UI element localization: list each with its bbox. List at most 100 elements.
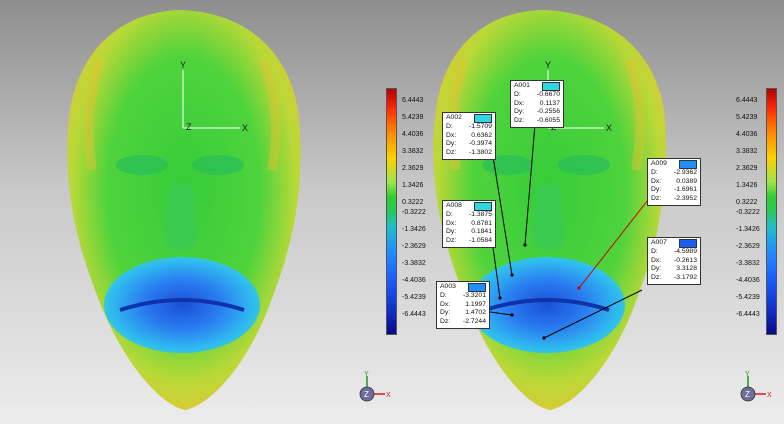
svg-text:X: X: [767, 392, 772, 399]
scale-label: -3.3832: [402, 260, 426, 267]
annotation-id: A003: [440, 283, 456, 291]
color-scale-right-labels: 6.4443 5.4239 4.4036 3.3832 2.3629 1.342…: [736, 88, 766, 333]
scale-label: -0.3222: [736, 209, 760, 216]
deviation-swatch: [679, 239, 697, 248]
scale-label: 5.4239: [736, 114, 758, 121]
annotation-A001[interactable]: A001 D: -0.6670 Dx: 0.1137 Dy: -0.2556 Dz: -…: [510, 80, 564, 129]
annotation-id: A001: [514, 82, 530, 90]
svg-text:Z: Z: [745, 390, 750, 399]
annotation-A002[interactable]: A002 D: -1.5709 Dx: 0.6362 Dy: -0.3974 Dz: -…: [442, 112, 496, 161]
field-value: 3.3128: [676, 265, 697, 273]
scale-label: -6.4443: [736, 311, 760, 318]
scale-label: -1.3426: [402, 226, 426, 233]
field-label: D:: [446, 211, 453, 218]
field-label: Dz:: [651, 273, 662, 281]
axis-x-label: X: [242, 123, 249, 133]
field-value: -2.9362: [673, 169, 697, 176]
orientation-gizmo-right[interactable]: Z Y X: [736, 370, 776, 406]
color-scale-bar: [766, 88, 777, 335]
svg-text:Y: Y: [364, 371, 369, 378]
axis-y-label: Y: [180, 60, 187, 70]
annotation-A008[interactable]: A008 D: -1.3875 Dx: 0.8781 Dy: 0.1841 Dz: -1…: [442, 200, 496, 249]
field-value: -1.3802: [468, 148, 492, 156]
orientation-gizmo-left[interactable]: Z Y X: [355, 370, 395, 406]
scale-label: -1.3426: [736, 226, 760, 233]
scale-label: -0.3222: [402, 209, 426, 216]
field-value: -0.2613: [673, 256, 697, 264]
annotation-A009[interactable]: A009 D: -2.9362 Dx: 0.0389 Dy: -1.6961 Dz: -…: [647, 158, 701, 207]
field-value: -4.5989: [673, 248, 697, 255]
field-value: -0.3974: [468, 140, 492, 148]
field-value: -1.3875: [468, 211, 492, 218]
field-value: -3.1792: [673, 273, 697, 281]
scale-label: -2.3629: [736, 243, 760, 250]
deviation-swatch: [474, 202, 492, 211]
leader-line-A003: [489, 311, 513, 316]
scale-label: 2.3629: [736, 165, 758, 172]
field-label: Dy:: [440, 309, 451, 317]
field-value: 0.1841: [471, 228, 492, 236]
field-value: -1.0584: [468, 236, 492, 244]
field-label: Dx:: [651, 256, 662, 264]
field-value: 0.0389: [676, 177, 697, 185]
field-value: -2.3952: [673, 194, 697, 202]
field-value: 1.1997: [465, 300, 486, 308]
viewport-left[interactable]: Y X Z 6.4443 5.4239 4.4036 3.3832 2.3629…: [0, 0, 426, 424]
field-label: Dz:: [446, 236, 457, 244]
field-label: D:: [651, 248, 658, 255]
field-label: D:: [446, 123, 453, 130]
deviation-swatch: [474, 114, 492, 123]
axis-x-label: X: [606, 123, 613, 133]
face-deviation-map-left: [67, 10, 301, 410]
scale-label: 5.4239: [402, 114, 424, 121]
field-value: 0.1137: [539, 99, 560, 107]
svg-text:Z: Z: [364, 390, 369, 399]
field-value: -1.6961: [673, 186, 697, 194]
scale-label: -6.4443: [402, 311, 426, 318]
field-label: Dy:: [446, 140, 457, 148]
scale-label: 4.4036: [402, 131, 424, 138]
scale-label: 3.3832: [402, 148, 424, 155]
scale-label: -4.4036: [736, 277, 760, 284]
viewport-right[interactable]: Y X Z A001 D: -0.6670 Dx: 0.1137 Dy: -0.255…: [392, 0, 784, 424]
field-value: -1.5709: [468, 123, 492, 130]
annotation-id: A002: [446, 114, 462, 122]
field-label: Dx:: [446, 131, 457, 139]
annotation-id: A008: [446, 202, 462, 210]
field-value: 1.4702: [465, 309, 486, 317]
svg-text:X: X: [386, 392, 391, 399]
field-value: 0.8781: [471, 219, 492, 227]
scale-label: 0.3222: [402, 199, 424, 206]
field-value: -2.7244: [462, 317, 486, 325]
annotation-A003[interactable]: A003 D: -3.3201 Dx: 1.1997 Dy: 1.4702 Dz: -2…: [436, 281, 490, 330]
color-scale-right: [766, 88, 784, 335]
axis-y-label: Y: [545, 60, 552, 70]
field-label: Dy:: [446, 228, 457, 236]
scale-label: -4.4036: [402, 277, 426, 284]
color-scale-bar: [386, 88, 397, 335]
field-label: D:: [651, 169, 658, 176]
scale-label: 1.3426: [402, 182, 424, 189]
scale-label: 1.3426: [736, 182, 758, 189]
field-label: Dz:: [514, 116, 525, 124]
annotation-A007[interactable]: A007 D: -4.5989 Dx: -0.2613 Dy: 3.3128 Dz: -…: [647, 237, 701, 286]
field-value: -0.2556: [536, 108, 560, 116]
field-value: -0.6055: [536, 116, 560, 124]
field-label: Dz:: [446, 148, 457, 156]
annotation-id: A007: [651, 239, 667, 247]
deviation-swatch: [542, 82, 560, 91]
field-label: Dz:: [651, 194, 662, 202]
field-value: -3.3201: [462, 292, 486, 299]
leader-line-A009: [578, 199, 649, 289]
field-value: 0.6362: [471, 131, 492, 139]
axis-z-label: Z: [186, 122, 192, 132]
scale-label: 3.3832: [736, 148, 758, 155]
field-label: Dx:: [446, 219, 457, 227]
scale-label: 0.3222: [736, 199, 758, 206]
scale-label: 2.3629: [402, 165, 424, 172]
field-label: D:: [440, 292, 447, 299]
scale-label: 6.4443: [736, 97, 758, 104]
field-label: Dx:: [651, 177, 662, 185]
scale-label: -5.4239: [736, 294, 760, 301]
